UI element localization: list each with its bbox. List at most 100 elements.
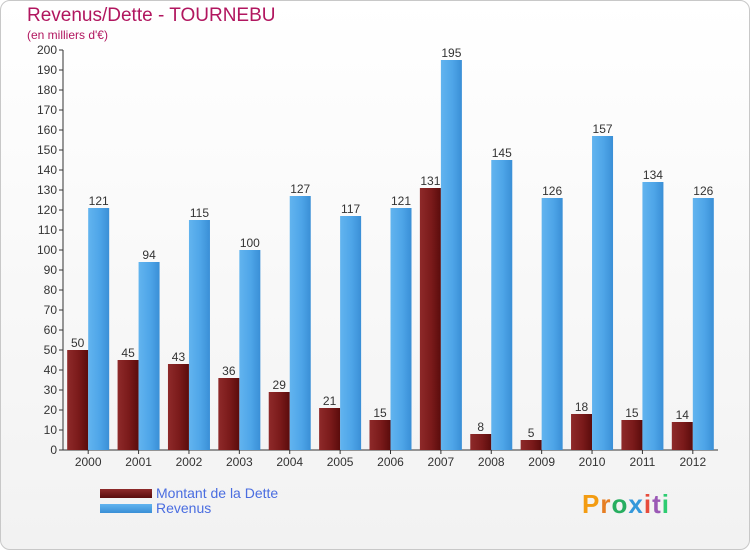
chart-title: Revenus/Dette - TOURNEBU xyxy=(27,5,276,26)
x-tick-label: 2006 xyxy=(377,455,404,469)
label-debt: 131 xyxy=(420,174,440,188)
x-tick-label: 2012 xyxy=(679,455,706,469)
bar-debt xyxy=(167,364,189,450)
bar-debt xyxy=(268,392,290,450)
bar-debt xyxy=(67,350,89,450)
label-debt: 50 xyxy=(71,336,85,350)
legend-item-revenue: Revenus xyxy=(100,501,278,516)
label-revenue: 145 xyxy=(492,146,512,160)
x-tick-label: 2000 xyxy=(75,455,102,469)
x-tick-label: 2004 xyxy=(276,455,303,469)
bar-debt xyxy=(218,378,240,450)
y-tick-label: 80 xyxy=(44,283,58,297)
bar-revenue xyxy=(390,208,412,450)
x-tick-label: 2010 xyxy=(579,455,606,469)
label-debt: 5 xyxy=(528,426,535,440)
bar-debt xyxy=(520,440,542,450)
label-revenue: 100 xyxy=(240,236,260,250)
label-debt: 21 xyxy=(323,394,337,408)
y-tick-label: 20 xyxy=(44,403,58,417)
label-revenue: 115 xyxy=(190,206,209,220)
bar-revenue xyxy=(138,262,160,450)
proxiti-logo: Proxiti xyxy=(582,489,670,520)
logo-letter: i xyxy=(643,489,653,519)
y-tick-label: 40 xyxy=(44,363,58,377)
bar-revenue xyxy=(340,216,362,450)
bar-debt xyxy=(470,434,492,450)
y-tick-label: 180 xyxy=(37,83,57,97)
y-tick-label: 200 xyxy=(37,43,57,57)
chart-subtitle: (en milliers d'€) xyxy=(27,28,108,42)
logo-letter: t xyxy=(652,489,662,519)
label-revenue: 157 xyxy=(593,122,613,136)
label-debt: 15 xyxy=(373,406,387,420)
x-tick-label: 2007 xyxy=(428,455,455,469)
x-tick-label: 2009 xyxy=(528,455,555,469)
bar-series xyxy=(67,60,714,450)
bar-revenue xyxy=(491,160,513,450)
label-debt: 8 xyxy=(477,420,484,434)
logo-letter: x xyxy=(628,489,644,519)
y-tick-label: 140 xyxy=(37,163,57,177)
bar-revenue xyxy=(440,60,462,450)
label-debt: 45 xyxy=(121,346,135,360)
legend-swatch-debt xyxy=(100,489,152,498)
x-tick-label: 2002 xyxy=(176,455,203,469)
logo-letter: r xyxy=(600,489,612,519)
label-debt: 15 xyxy=(625,406,639,420)
bar-debt xyxy=(621,420,643,450)
label-debt: 43 xyxy=(172,350,186,364)
y-tick-label: 70 xyxy=(44,303,58,317)
y-tick-label: 120 xyxy=(37,203,57,217)
y-tick-label: 150 xyxy=(37,143,57,157)
y-tick-label: 110 xyxy=(38,223,57,237)
x-tick-label: 2003 xyxy=(226,455,253,469)
bar-debt xyxy=(369,420,391,450)
y-axis: 0 10 20 30 40 50 60 70 80 90 100 110 120 130 140 150 160… xyxy=(37,43,64,457)
label-revenue: 126 xyxy=(693,184,713,198)
label-debt: 29 xyxy=(273,378,287,392)
bar-debt xyxy=(117,360,139,450)
label-revenue: 117 xyxy=(341,202,360,216)
bar-debt xyxy=(319,408,341,450)
bar-debt xyxy=(571,414,593,450)
y-tick-label: 170 xyxy=(37,103,57,117)
label-revenue: 121 xyxy=(89,194,109,208)
legend-label-debt: Montant de la Dette xyxy=(156,485,279,501)
bar-revenue xyxy=(541,198,563,450)
label-debt: 36 xyxy=(222,364,236,378)
x-tick-label: 2005 xyxy=(327,455,354,469)
label-revenue: 127 xyxy=(290,182,310,196)
bar-revenue xyxy=(88,208,110,450)
y-tick-label: 100 xyxy=(37,243,57,257)
label-revenue: 195 xyxy=(441,46,461,60)
bar-revenue xyxy=(642,182,664,450)
label-debt: 18 xyxy=(575,400,589,414)
x-axis: 2000 2001 2002 2003 2004 2005 2006 2007 2008 2009… xyxy=(63,449,718,469)
bar-debt xyxy=(419,188,441,450)
y-tick-label: 10 xyxy=(44,423,58,437)
y-tick-label: 30 xyxy=(44,383,58,397)
bar-revenue xyxy=(239,250,261,450)
logo-letter: P xyxy=(582,489,601,519)
y-tick-label: 60 xyxy=(44,323,58,337)
legend-swatch-revenue xyxy=(100,504,152,513)
bar-revenue xyxy=(692,198,714,450)
logo-letter: o xyxy=(611,489,629,519)
bar-debt xyxy=(671,422,693,450)
bar-revenue xyxy=(188,220,210,450)
y-tick-label: 0 xyxy=(50,443,57,457)
y-tick-label: 160 xyxy=(37,123,57,137)
y-tick-label: 130 xyxy=(37,183,57,197)
y-tick-label: 90 xyxy=(44,263,58,277)
legend-label-revenue: Revenus xyxy=(156,500,212,516)
logo-letter: i xyxy=(661,489,670,519)
legend-item-debt: Montant de la Dette xyxy=(100,486,278,501)
x-tick-label: 2008 xyxy=(478,455,505,469)
x-tick-label: 2011 xyxy=(630,455,656,469)
label-revenue: 121 xyxy=(391,194,411,208)
legend: Montant de la Dette Revenus xyxy=(100,486,278,516)
label-revenue: 94 xyxy=(142,248,156,262)
